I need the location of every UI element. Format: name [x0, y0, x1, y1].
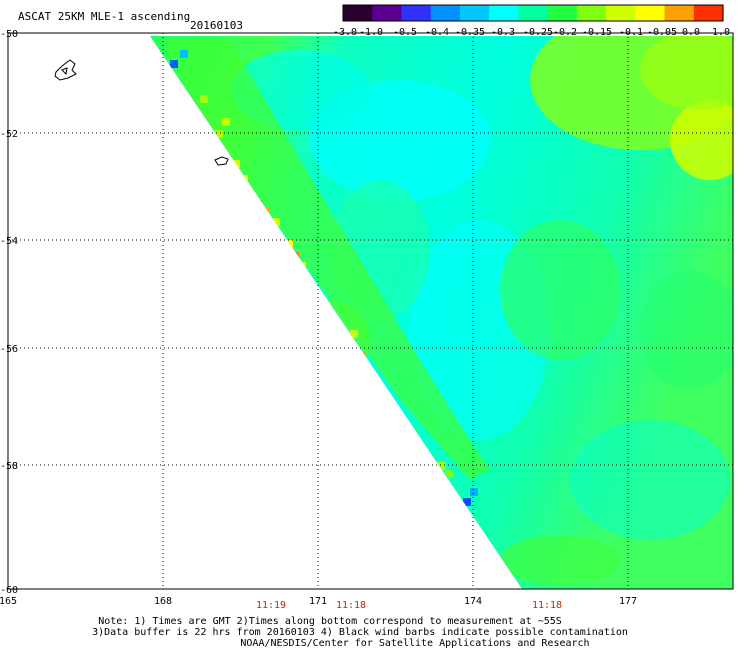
colorbar-swatch: [635, 5, 666, 21]
latitude-label: -50: [0, 29, 18, 40]
data-cell: [350, 330, 358, 338]
colorbar-swatch: [606, 5, 636, 21]
data-cell: [291, 252, 299, 260]
measurement-time-label: 11:19: [256, 600, 286, 611]
note-line-3: NOAA/NESDIS/Center for Satellite Applica…: [240, 638, 590, 649]
data-cell: [331, 318, 339, 326]
latitude-label: -52: [0, 129, 18, 140]
latitude-label: -58: [0, 461, 18, 472]
data-cell: [261, 208, 269, 216]
data-cell: [345, 335, 353, 343]
satellite-swath: [150, 36, 733, 589]
field-patch: [500, 220, 620, 360]
data-cell: [285, 240, 293, 248]
longitude-label: 177: [619, 596, 637, 607]
colorbar-swatch: [430, 5, 461, 21]
field-patch: [670, 100, 733, 180]
colorbar-swatch: [343, 5, 373, 21]
field-patch: [500, 535, 620, 585]
colorbar-swatch: [576, 5, 607, 21]
data-cell: [180, 50, 188, 58]
data-cell: [272, 218, 280, 226]
map-frame: [7, 32, 734, 590]
colorbar-swatch: [693, 5, 724, 21]
longitude-label: 165: [0, 596, 17, 607]
note-line-2: 3)Data buffer is 22 hrs from 20160103 4)…: [92, 627, 628, 638]
colorbar-swatch: [489, 5, 519, 21]
measurement-time-label: 11:18: [532, 600, 562, 611]
data-cell: [254, 200, 262, 208]
data-cell: [322, 306, 330, 314]
data-cell: [470, 488, 478, 496]
edge-band: [160, 40, 490, 480]
latitude-label: -56: [0, 344, 18, 355]
colorbar-swatch: [664, 5, 695, 21]
island-coastline: [214, 156, 229, 166]
longitude-label: 168: [154, 596, 172, 607]
product-title: ASCAT 25KM MLE-1 ascending: [18, 10, 191, 23]
field-patch: [640, 270, 733, 390]
data-cell: [463, 498, 471, 506]
island-coastline: [54, 59, 77, 81]
field-patch: [570, 420, 730, 540]
data-cell: [316, 292, 324, 300]
data-cell: [215, 130, 223, 138]
latitude-label: -54: [0, 236, 18, 247]
colorbar-swatch: [372, 5, 403, 21]
data-cell: [445, 470, 453, 478]
colorbar-frame: [342, 4, 724, 22]
data-cell: [298, 262, 306, 270]
colorbar-swatch: [401, 5, 432, 21]
data-cell: [358, 352, 366, 360]
data-cell: [305, 280, 313, 288]
colorbar-swatch: [459, 5, 490, 21]
data-cell: [240, 175, 248, 183]
data-cell: [222, 118, 230, 126]
product-date: 20160103: [190, 19, 243, 32]
measurement-time-label: 11:18: [336, 600, 366, 611]
data-cell: [232, 160, 240, 168]
data-cell: [438, 462, 446, 470]
data-cell: [170, 60, 178, 68]
colorbar-swatch: [518, 5, 549, 21]
colorbar-swatch: [547, 5, 578, 21]
latitude-label: -60: [0, 585, 18, 596]
longitude-label: 174: [464, 596, 482, 607]
longitude-label: 171: [309, 596, 327, 607]
note-line-1: Note: 1) Times are GMT 2)Times along bot…: [98, 616, 562, 627]
field-patch: [640, 36, 733, 110]
data-cell: [200, 95, 208, 103]
graticule: [8, 33, 733, 589]
data-cell: [410, 430, 418, 438]
